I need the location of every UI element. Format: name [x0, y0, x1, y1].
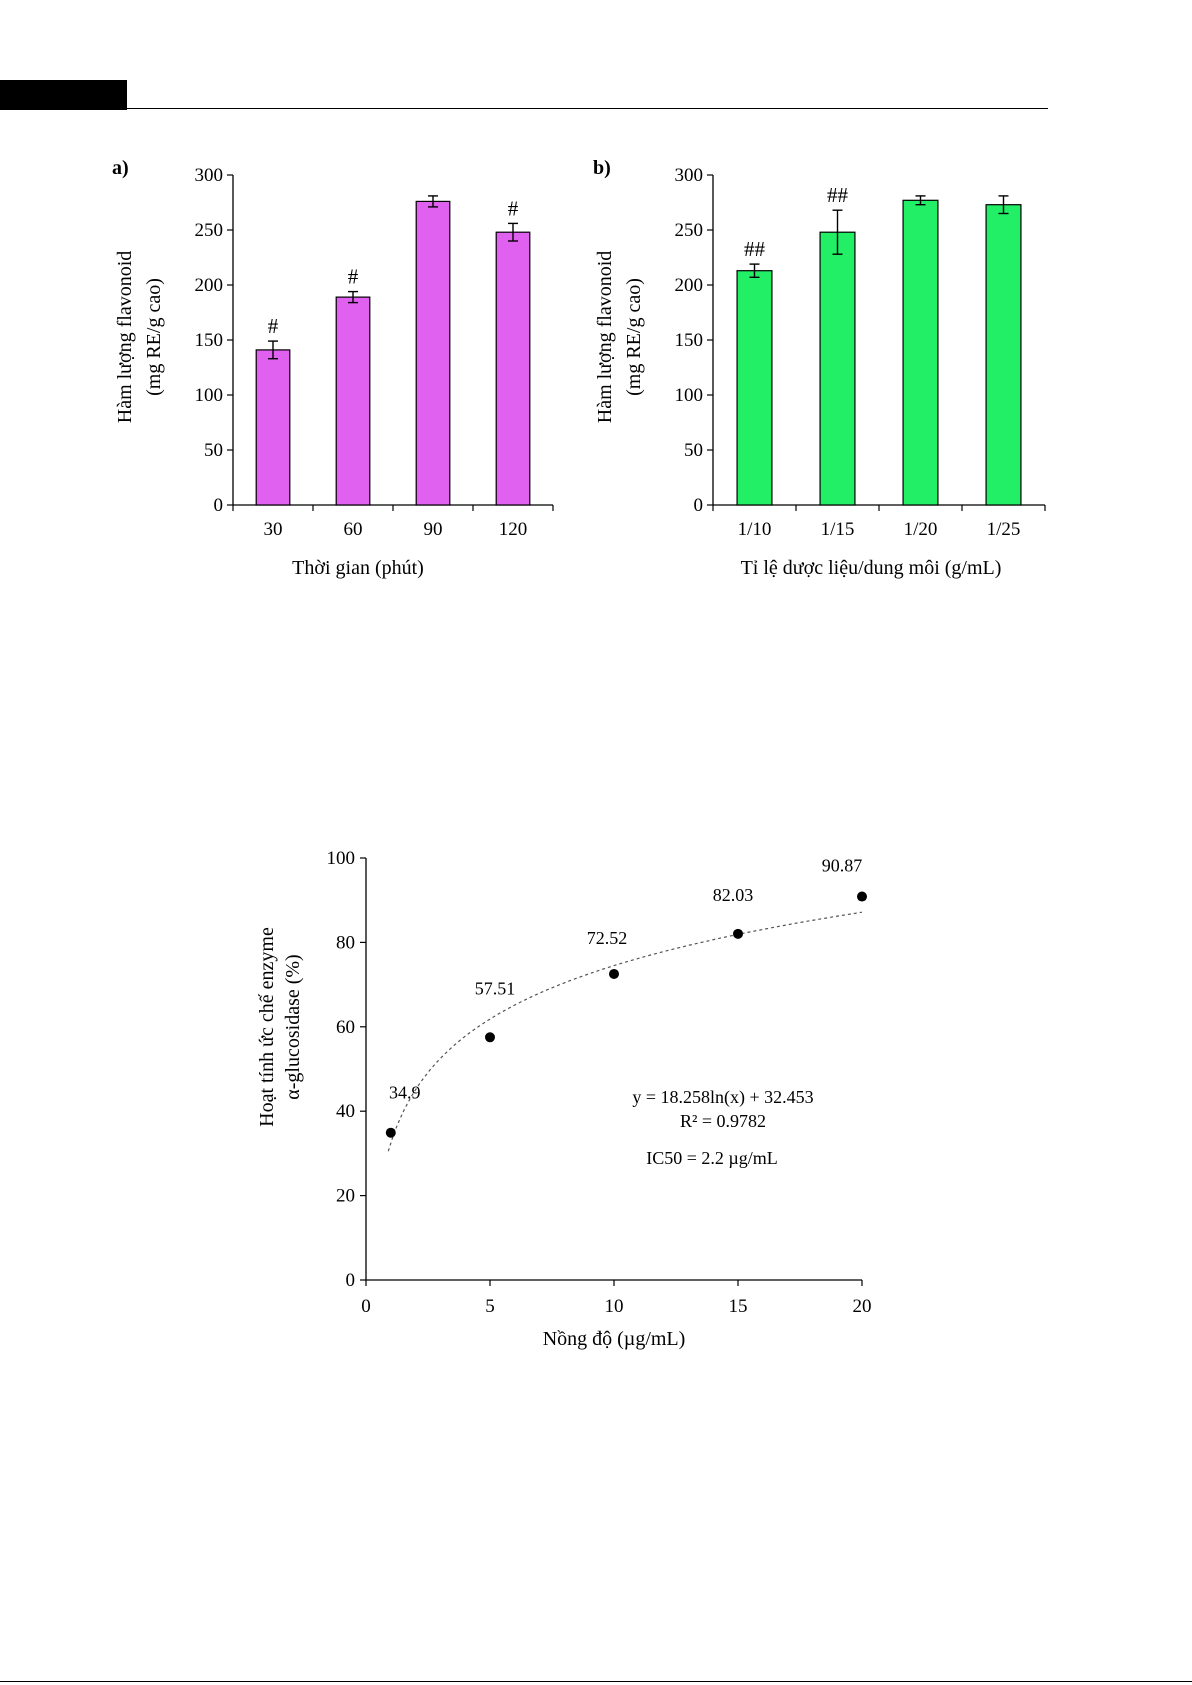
- panel-a-x-tick-label: 60: [344, 519, 363, 540]
- scatter-y-tick-label: 100: [327, 848, 356, 869]
- panel-b-ylabel-line1: Hàm lượng flavonoid: [594, 251, 616, 424]
- panel-a-bar: [415, 200, 451, 506]
- data-point: [485, 1032, 495, 1043]
- scatter-y-tick-label: 0: [346, 1270, 356, 1291]
- data-label: 57.51: [475, 978, 516, 998]
- panel-a-bar: [335, 296, 371, 506]
- panel-b-y-tick-label: 300: [675, 165, 704, 186]
- scatter-x-tick-label: 15: [729, 1296, 748, 1317]
- panel-b-bar: [736, 270, 773, 506]
- panel-b-y-tick-label: 200: [675, 275, 704, 296]
- panel-b-significance-mark: ##: [744, 237, 766, 261]
- scatter-ylabel-line1: Hoạt tính ức chế enzyme: [256, 927, 278, 1127]
- panel-a-y-tick-label: 250: [195, 220, 224, 241]
- panel-a-bar: [255, 349, 291, 506]
- panel-a-x-tick-label: 120: [499, 519, 528, 540]
- data-point: [857, 891, 867, 902]
- panel-a-ylabel-line1: Hàm lượng flavonoid: [114, 251, 136, 424]
- panel-a-y-tick-label: 0: [214, 495, 224, 516]
- panel-b-label: b): [593, 157, 611, 179]
- panel-a-y-tick-label: 300: [195, 165, 224, 186]
- panel-b-y-tick-label: 0: [694, 495, 704, 516]
- panel-b-y-tick-label: 50: [684, 440, 703, 461]
- r-squared: R² = 0.9782: [680, 1111, 766, 1131]
- panel-b-x-tick-label: 1/20: [904, 519, 938, 540]
- scatter-y-tick-label: 80: [336, 932, 355, 953]
- ic50-label: IC50 = 2.2 µg/mL: [646, 1148, 778, 1168]
- panel-a-bar: [495, 231, 531, 506]
- panel-b-ylabel-line2: (mg RE/g cao): [623, 278, 645, 396]
- footer-rule: [0, 1681, 1192, 1682]
- scatter-y-tick-label: 40: [336, 1101, 355, 1122]
- panel-a-y-tick-label: 50: [204, 440, 223, 461]
- panel-b-significance-mark: ##: [827, 183, 849, 207]
- scatter-ylabel-line2: α-glucosidase (%): [282, 954, 304, 1099]
- scatter-xlabel: Nồng độ (µg/mL): [543, 1328, 686, 1350]
- trendline: [387, 911, 863, 1152]
- data-point: [609, 968, 619, 979]
- panel-b-bar: [985, 204, 1022, 506]
- trendline-equation: y = 18.258ln(x) + 32.453: [632, 1087, 813, 1108]
- panel-a-x-tick-label: 30: [264, 519, 283, 540]
- data-label: 82.03: [713, 885, 754, 905]
- header-rule: [127, 108, 1048, 109]
- data-label: 72.52: [587, 928, 628, 948]
- panel-b-bar: [819, 231, 856, 506]
- panel-a-significance-mark: #: [508, 196, 519, 220]
- scatter-x-tick-label: 5: [485, 1296, 495, 1317]
- scatter-y-tick-label: 20: [336, 1186, 355, 1207]
- panel-a-y-tick-label: 100: [195, 385, 224, 406]
- panel-b-y-tick-label: 100: [675, 385, 704, 406]
- panel-a-y-tick-label: 200: [195, 275, 224, 296]
- scatter-x-tick-label: 0: [361, 1296, 371, 1317]
- panel-b-y-tick-label: 250: [675, 220, 704, 241]
- panel-a-significance-mark: #: [268, 314, 279, 338]
- panel-a-y-tick-label: 150: [195, 330, 224, 351]
- header-black-block: [0, 80, 127, 110]
- panel-a-ylabel-line2: (mg RE/g cao): [143, 278, 165, 396]
- panel-a-label: a): [112, 157, 129, 179]
- panel-a-xlabel: Thời gian (phút): [292, 557, 424, 579]
- panel-b-xlabel: Tỉ lệ dược liệu/dung môi (g/mL): [741, 557, 1002, 579]
- data-point: [733, 928, 743, 939]
- panel-a-significance-mark: #: [348, 265, 359, 289]
- data-label: 34.9: [389, 1083, 421, 1103]
- scatter-x-tick-label: 10: [605, 1296, 624, 1317]
- panel-b-bar: [902, 199, 939, 506]
- data-label: 90.87: [822, 856, 863, 876]
- panel-b-x-tick-label: 1/25: [987, 519, 1021, 540]
- scatter-x-tick-label: 20: [853, 1296, 872, 1317]
- data-point: [385, 1127, 396, 1138]
- scatter-y-tick-label: 60: [336, 1017, 355, 1038]
- panel-b-x-tick-label: 1/10: [738, 519, 772, 540]
- panel-a-x-tick-label: 90: [424, 519, 443, 540]
- panel-b-x-tick-label: 1/15: [821, 519, 855, 540]
- panel-b-y-tick-label: 150: [675, 330, 704, 351]
